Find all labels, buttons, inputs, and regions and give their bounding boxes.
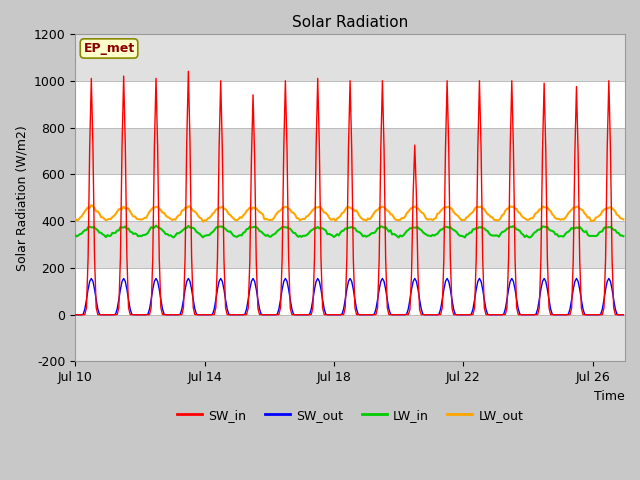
X-axis label: Time: Time <box>595 390 625 403</box>
Bar <box>75 315 625 361</box>
Bar <box>75 221 625 268</box>
Title: Solar Radiation: Solar Radiation <box>292 15 408 30</box>
Legend: SW_in, SW_out, LW_in, LW_out: SW_in, SW_out, LW_in, LW_out <box>172 404 529 427</box>
Y-axis label: Solar Radiation (W/m2): Solar Radiation (W/m2) <box>15 125 28 271</box>
Text: EP_met: EP_met <box>83 42 134 55</box>
Bar <box>75 128 625 174</box>
Bar <box>75 34 625 81</box>
